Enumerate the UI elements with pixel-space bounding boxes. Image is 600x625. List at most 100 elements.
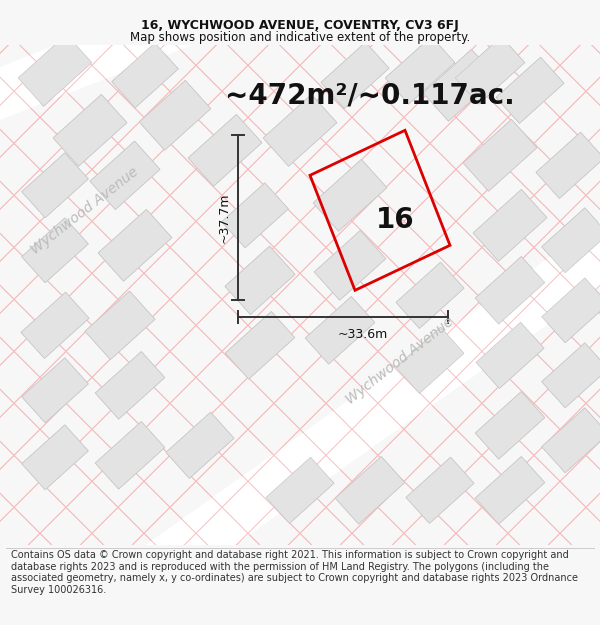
Polygon shape <box>166 412 234 478</box>
Polygon shape <box>146 195 600 586</box>
Polygon shape <box>95 352 165 419</box>
Polygon shape <box>536 132 600 198</box>
Polygon shape <box>22 153 88 218</box>
Polygon shape <box>406 458 474 523</box>
Polygon shape <box>335 457 405 524</box>
Polygon shape <box>18 34 92 106</box>
Polygon shape <box>475 257 545 324</box>
Polygon shape <box>542 278 600 342</box>
Polygon shape <box>542 408 600 472</box>
Polygon shape <box>22 358 88 422</box>
Polygon shape <box>536 132 600 198</box>
Polygon shape <box>542 343 600 408</box>
Polygon shape <box>53 94 127 166</box>
Polygon shape <box>396 328 464 393</box>
Polygon shape <box>22 358 88 422</box>
Polygon shape <box>225 246 295 314</box>
Polygon shape <box>455 37 525 104</box>
Polygon shape <box>496 58 564 123</box>
Polygon shape <box>455 37 525 104</box>
Polygon shape <box>188 114 262 186</box>
Polygon shape <box>112 43 178 108</box>
Polygon shape <box>0 0 289 148</box>
Polygon shape <box>473 189 547 261</box>
Polygon shape <box>476 322 544 388</box>
Polygon shape <box>314 231 386 300</box>
Polygon shape <box>22 153 88 218</box>
Polygon shape <box>139 81 211 150</box>
Polygon shape <box>139 81 211 150</box>
Polygon shape <box>90 141 160 209</box>
Polygon shape <box>473 189 547 261</box>
Polygon shape <box>305 297 375 364</box>
Polygon shape <box>95 422 165 489</box>
Polygon shape <box>496 58 564 123</box>
Polygon shape <box>166 412 234 478</box>
Polygon shape <box>98 209 172 281</box>
Polygon shape <box>22 425 88 490</box>
Polygon shape <box>22 218 88 282</box>
Polygon shape <box>335 457 405 524</box>
Polygon shape <box>222 183 288 248</box>
Polygon shape <box>396 262 464 328</box>
Polygon shape <box>188 114 262 186</box>
Polygon shape <box>396 262 464 328</box>
Polygon shape <box>22 425 88 490</box>
Polygon shape <box>0 0 289 148</box>
Polygon shape <box>542 208 600 272</box>
Polygon shape <box>98 209 172 281</box>
Polygon shape <box>406 458 474 523</box>
Polygon shape <box>385 37 455 104</box>
Polygon shape <box>53 94 127 166</box>
Polygon shape <box>313 159 387 231</box>
Text: Wychwood Avenue: Wychwood Avenue <box>29 164 142 256</box>
Polygon shape <box>112 43 178 108</box>
Polygon shape <box>266 458 334 523</box>
Polygon shape <box>385 37 455 104</box>
Polygon shape <box>225 246 295 314</box>
Polygon shape <box>476 322 544 388</box>
Polygon shape <box>542 408 600 472</box>
Polygon shape <box>85 291 155 359</box>
Polygon shape <box>542 208 600 272</box>
Text: 16, WYCHWOOD AVENUE, COVENTRY, CV3 6FJ: 16, WYCHWOOD AVENUE, COVENTRY, CV3 6FJ <box>141 19 459 32</box>
Polygon shape <box>542 343 600 408</box>
Polygon shape <box>225 312 295 379</box>
Polygon shape <box>475 457 545 524</box>
Text: ~472m²/~0.117ac.: ~472m²/~0.117ac. <box>225 81 515 109</box>
Polygon shape <box>22 218 88 282</box>
Polygon shape <box>140 189 600 591</box>
Text: Contains OS data © Crown copyright and database right 2021. This information is : Contains OS data © Crown copyright and d… <box>11 550 578 595</box>
Polygon shape <box>18 34 92 106</box>
Polygon shape <box>95 352 165 419</box>
Polygon shape <box>90 141 160 209</box>
Polygon shape <box>423 49 497 121</box>
Polygon shape <box>314 231 386 300</box>
Polygon shape <box>396 328 464 393</box>
Polygon shape <box>463 119 537 191</box>
Polygon shape <box>85 291 155 359</box>
Polygon shape <box>21 292 89 358</box>
Polygon shape <box>463 119 537 191</box>
Polygon shape <box>321 42 389 108</box>
Polygon shape <box>21 292 89 358</box>
Polygon shape <box>266 458 334 523</box>
Polygon shape <box>305 297 375 364</box>
Polygon shape <box>313 159 387 231</box>
Text: Map shows position and indicative extent of the property.: Map shows position and indicative extent… <box>130 31 470 44</box>
Polygon shape <box>475 392 545 459</box>
Polygon shape <box>475 457 545 524</box>
Text: 16: 16 <box>376 206 415 234</box>
Text: Wychwood Avenue: Wychwood Avenue <box>344 314 457 406</box>
Polygon shape <box>222 183 288 248</box>
Text: ~37.7m: ~37.7m <box>218 192 230 243</box>
Polygon shape <box>95 422 165 489</box>
Polygon shape <box>542 278 600 342</box>
Polygon shape <box>225 312 295 379</box>
Polygon shape <box>475 392 545 459</box>
Polygon shape <box>423 49 497 121</box>
Polygon shape <box>263 94 337 166</box>
Polygon shape <box>263 94 337 166</box>
Polygon shape <box>321 42 389 108</box>
Text: ~33.6m: ~33.6m <box>338 328 388 341</box>
